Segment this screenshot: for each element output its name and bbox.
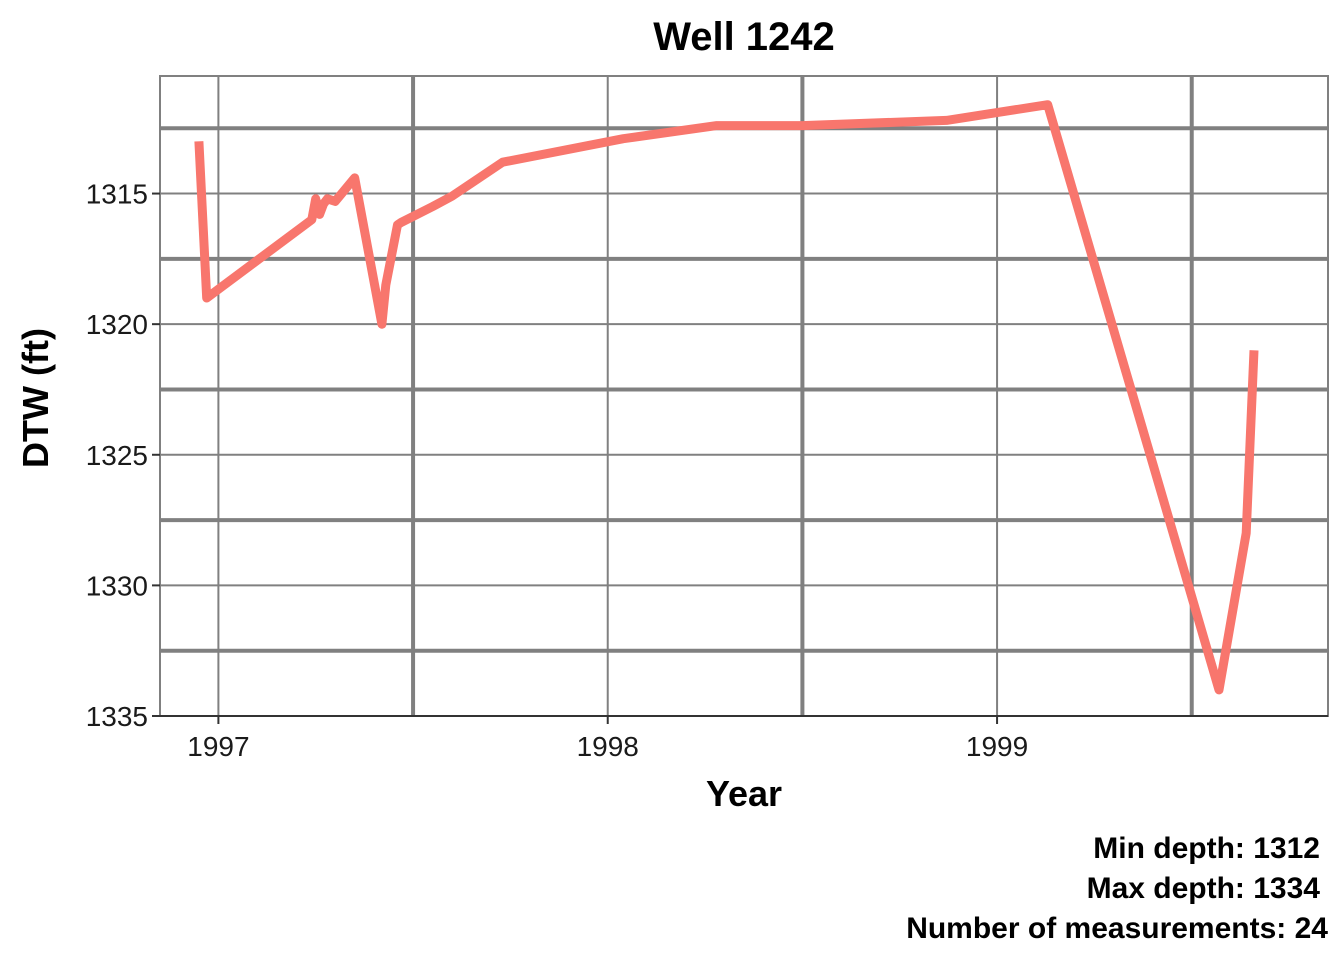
- grid: [159, 75, 1329, 717]
- x-axis-title: Year: [706, 773, 782, 814]
- x-tick-label-1: 1998: [577, 731, 639, 762]
- ticks: 1997 1998 1999 1315 1320 1325 1330 1335: [86, 179, 1029, 762]
- series: [194, 100, 1259, 695]
- plot-border: [159, 75, 1329, 717]
- y-tick-label-2: 1325: [86, 440, 148, 471]
- caption-measurement-count: Number of measurements: 24: [906, 912, 1328, 945]
- y-tick-label-3: 1330: [86, 570, 148, 601]
- y-tick-label-0: 1315: [86, 179, 148, 210]
- caption-max-depth: Max depth: 1334: [1087, 872, 1321, 905]
- x-tick-label-2: 1999: [966, 731, 1028, 762]
- y-tick-label-4: 1335: [86, 701, 148, 732]
- caption-min-depth: Min depth: 1312: [1093, 832, 1320, 865]
- x-tick-label-0: 1997: [187, 731, 249, 762]
- y-axis-title: DTW (ft): [15, 328, 56, 468]
- dtw-series-line: [194, 100, 1259, 695]
- y-tick-label-1: 1320: [86, 309, 148, 340]
- chart-title: Well 1242: [653, 15, 835, 59]
